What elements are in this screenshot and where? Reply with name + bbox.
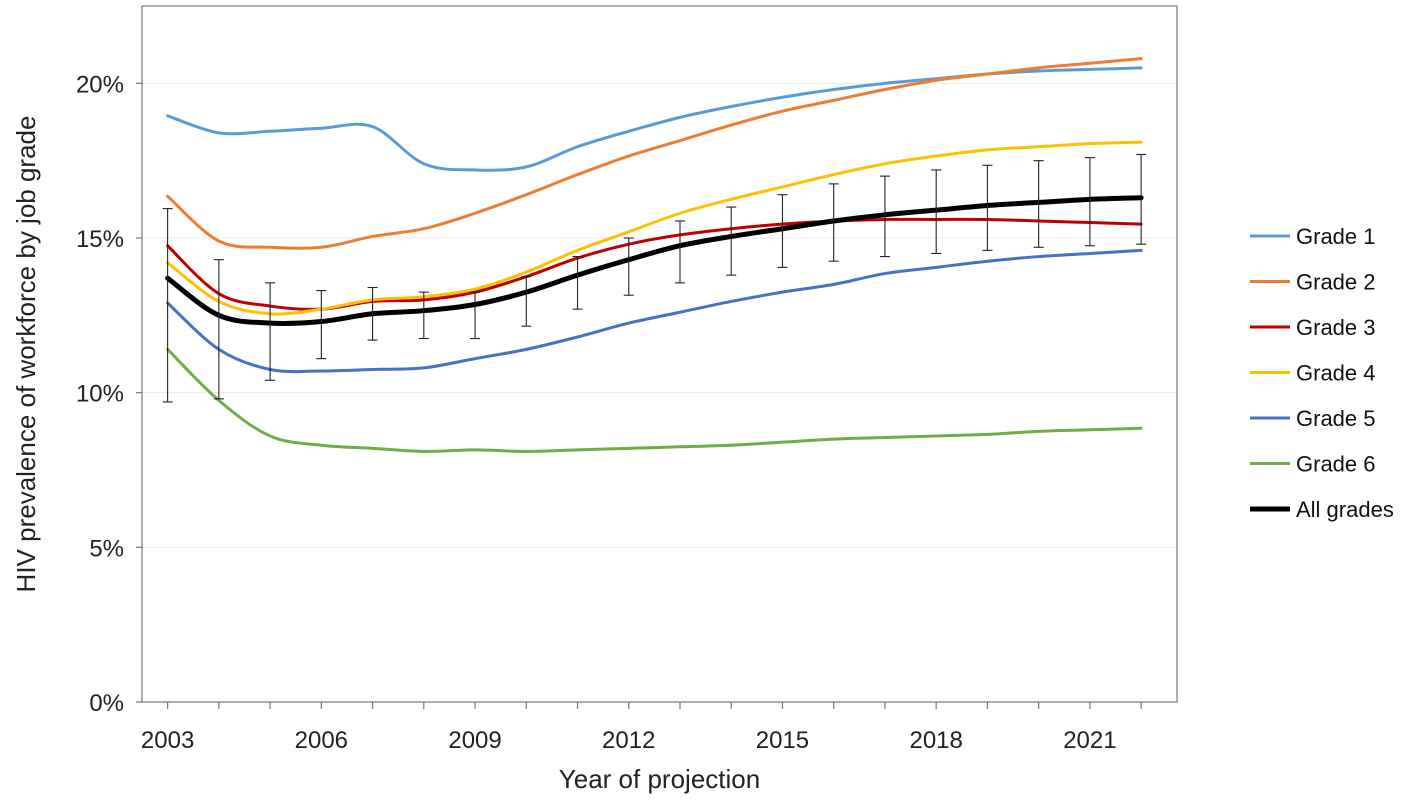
error-bar: [367, 286, 378, 341]
error-bar: [162, 208, 173, 403]
legend-item-grade-2: Grade 2: [1250, 270, 1376, 295]
error-bar: [572, 256, 583, 310]
series-line-grade-4: [166, 140, 1143, 316]
y-tick-label: 10%: [76, 381, 124, 408]
legend-item-grade-6: Grade 6: [1250, 452, 1376, 477]
y-axis: 0% 5% 10% 15% 20%: [76, 71, 142, 717]
x-tick-label: 2003: [141, 727, 194, 754]
x-tick-label: 2012: [602, 727, 655, 754]
error-bar: [674, 220, 685, 284]
error-bar: [1084, 157, 1095, 247]
error-bars: [162, 153, 1147, 403]
legend-item-grade-5: Grade 5: [1250, 406, 1376, 431]
y-tick-label: 5%: [89, 535, 124, 562]
legend-item-grade-3: Grade 3: [1250, 315, 1376, 340]
plot-area-frame: [141, 5, 1178, 703]
series-line-grade-2: [166, 57, 1143, 250]
series-line-all-grades: [165, 195, 1144, 326]
error-bar: [931, 169, 942, 255]
x-tick-label: 2015: [756, 727, 809, 754]
error-bar: [521, 276, 532, 327]
error-bar: [316, 290, 327, 360]
legend-label: Grade 3: [1296, 315, 1376, 340]
x-axis: 2003 2006 2009 2012 2015 2018 2021: [141, 702, 1142, 754]
error-bar: [418, 291, 429, 340]
legend-label: Grade 6: [1296, 452, 1376, 477]
legend-item-all-grades: All grades: [1250, 497, 1394, 522]
legend-label: Grade 1: [1296, 224, 1376, 249]
error-bar: [777, 194, 788, 268]
error-bar: [623, 237, 634, 296]
error-bar: [470, 291, 481, 340]
x-tick-label: 2009: [448, 727, 501, 754]
x-tick-label: 2021: [1063, 727, 1116, 754]
error-bar: [879, 175, 890, 258]
error-bar: [1136, 153, 1147, 245]
y-axis-title: HIV prevalence of workforce by job grade: [11, 116, 41, 593]
error-bar: [265, 282, 276, 381]
legend: Grade 1 Grade 2 Grade 3 Grade 4 Grade 5 Grade…: [1250, 224, 1394, 522]
legend-label: Grade 4: [1296, 361, 1376, 386]
error-bar: [1033, 160, 1044, 248]
series-line-grade-5: [166, 248, 1143, 374]
x-tick-label: 2018: [909, 727, 962, 754]
x-tick-label: 2006: [295, 727, 348, 754]
x-axis-title: Year of projection: [559, 764, 760, 794]
series-line-grade-3: [166, 217, 1143, 311]
error-bar: [828, 183, 839, 262]
legend-item-grade-1: Grade 1: [1250, 224, 1376, 249]
y-tick-label: 0%: [89, 690, 124, 717]
y-tick-label: 15%: [76, 226, 124, 253]
legend-label: Grade 2: [1296, 270, 1376, 295]
error-bar: [213, 259, 224, 400]
legend-label: All grades: [1296, 497, 1394, 522]
error-bar: [726, 206, 737, 276]
error-bar: [982, 164, 993, 251]
legend-item-grade-4: Grade 4: [1250, 361, 1376, 386]
y-tick-label: 20%: [76, 71, 124, 98]
series-line-grade-6: [166, 347, 1143, 453]
legend-label: Grade 5: [1296, 406, 1376, 431]
